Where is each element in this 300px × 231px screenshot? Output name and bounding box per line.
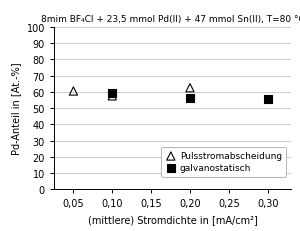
X-axis label: (mittlere) Stromdichte in [mA/cm²]: (mittlere) Stromdichte in [mA/cm²] — [88, 214, 257, 224]
Pulsstromabscheidung — [110, 95, 115, 98]
galvanostatisch — [188, 97, 192, 101]
Legend: Pulsstromabscheidung, galvanostatisch: Pulsstromabscheidung, galvanostatisch — [161, 147, 286, 177]
Title: 8mim BF₄Cl + 23,5 mmol Pd(II) + 47 mmol Sn(II), T=80 °C: 8mim BF₄Cl + 23,5 mmol Pd(II) + 47 mmol … — [40, 15, 300, 24]
galvanostatisch — [110, 92, 115, 96]
Y-axis label: Pd-Anteil in [At.-%]: Pd-Anteil in [At.-%] — [11, 62, 21, 155]
Pulsstromabscheidung — [71, 90, 76, 93]
galvanostatisch — [265, 98, 270, 101]
Pulsstromabscheidung — [188, 86, 192, 90]
